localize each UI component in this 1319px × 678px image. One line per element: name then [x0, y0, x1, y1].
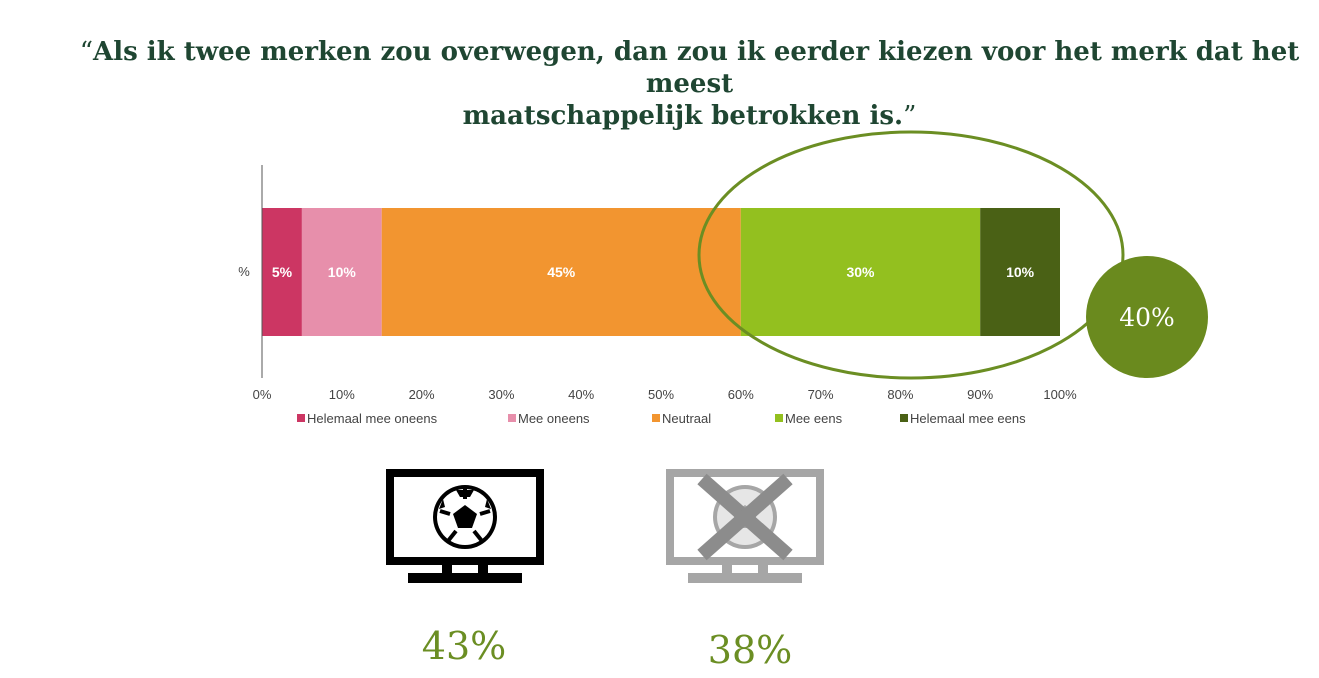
- legend-item-2: Neutraal: [652, 411, 711, 426]
- tv-football-crossed-icon: [666, 469, 824, 583]
- bar-segment-0: [262, 208, 302, 336]
- legend-swatch-3: [775, 414, 783, 422]
- title-open-quote: “: [79, 37, 94, 67]
- legend-item-1: Mee oneens: [508, 411, 590, 426]
- x-tick-label-8: 80%: [887, 387, 913, 402]
- x-tick-label-7: 70%: [808, 387, 834, 402]
- highlight-ellipse: [697, 130, 1125, 380]
- x-tick-label-9: 90%: [967, 387, 993, 402]
- page-title: “Als ik twee merken zou overwegen, dan z…: [60, 36, 1319, 132]
- highlight-badge: 40%: [1086, 256, 1208, 378]
- tv-stat-football: 43%: [421, 624, 507, 668]
- legend-item-4: Helemaal mee eens: [900, 411, 1026, 426]
- legend-label-2: Neutraal: [662, 411, 711, 426]
- bar-segment-4: [980, 208, 1060, 336]
- bar-segment-3: [740, 208, 981, 336]
- legend-label-0: Helemaal mee oneens: [307, 411, 438, 426]
- legend-label-4: Helemaal mee eens: [910, 411, 1026, 426]
- title-close-quote: ”: [903, 101, 917, 131]
- stacked-bar-chart: 5% 10% 45% 30% 10% % 0% 10% 20% 30% 40% 50% 60% 70%…: [238, 130, 1125, 426]
- x-tick-label-6: 60%: [728, 387, 754, 402]
- bar-data-label-4: 10%: [1006, 264, 1035, 280]
- bar-series-group: [262, 208, 1060, 336]
- x-tick-label-10: 100%: [1043, 387, 1077, 402]
- legend-label-1: Mee oneens: [518, 411, 590, 426]
- legend-item-0: Helemaal mee oneens: [297, 411, 438, 426]
- legend: Helemaal mee oneens Mee oneens Neutraal Mee…: [297, 411, 1026, 426]
- bar-data-label-3: 30%: [846, 264, 875, 280]
- legend-swatch-0: [297, 414, 305, 422]
- x-tick-label-2: 20%: [409, 387, 435, 402]
- x-tick-label-0: 0%: [253, 387, 272, 402]
- title-line-2: maatschappelijk betrokken is.: [462, 101, 904, 131]
- legend-swatch-4: [900, 414, 908, 422]
- title-line-1: Als ik twee merken zou overwegen, dan zo…: [93, 37, 1300, 99]
- legend-item-3: Mee eens: [775, 411, 843, 426]
- bar-segment-2: [381, 208, 741, 336]
- bar-label-group: 5% 10% 45% 30% 10%: [272, 264, 1035, 280]
- bar-segment-1: [301, 208, 382, 336]
- x-tick-label-5: 50%: [648, 387, 674, 402]
- tv-stat-no-football: 38%: [707, 628, 793, 672]
- x-tick-label-3: 30%: [488, 387, 514, 402]
- legend-label-3: Mee eens: [785, 411, 843, 426]
- bar-data-label-2: 45%: [547, 264, 576, 280]
- tv-football-icon: [386, 469, 544, 583]
- x-tick-group: 0% 10% 20% 30% 40% 50% 60% 70% 80% 90% 100%: [253, 387, 1077, 402]
- x-tick-label-4: 40%: [568, 387, 594, 402]
- category-label: %: [238, 264, 250, 279]
- legend-swatch-1: [508, 414, 516, 422]
- bar-data-label-1: 10%: [328, 264, 357, 280]
- bar-data-label-0: 5%: [272, 264, 293, 280]
- legend-swatch-2: [652, 414, 660, 422]
- x-tick-label-1: 10%: [329, 387, 355, 402]
